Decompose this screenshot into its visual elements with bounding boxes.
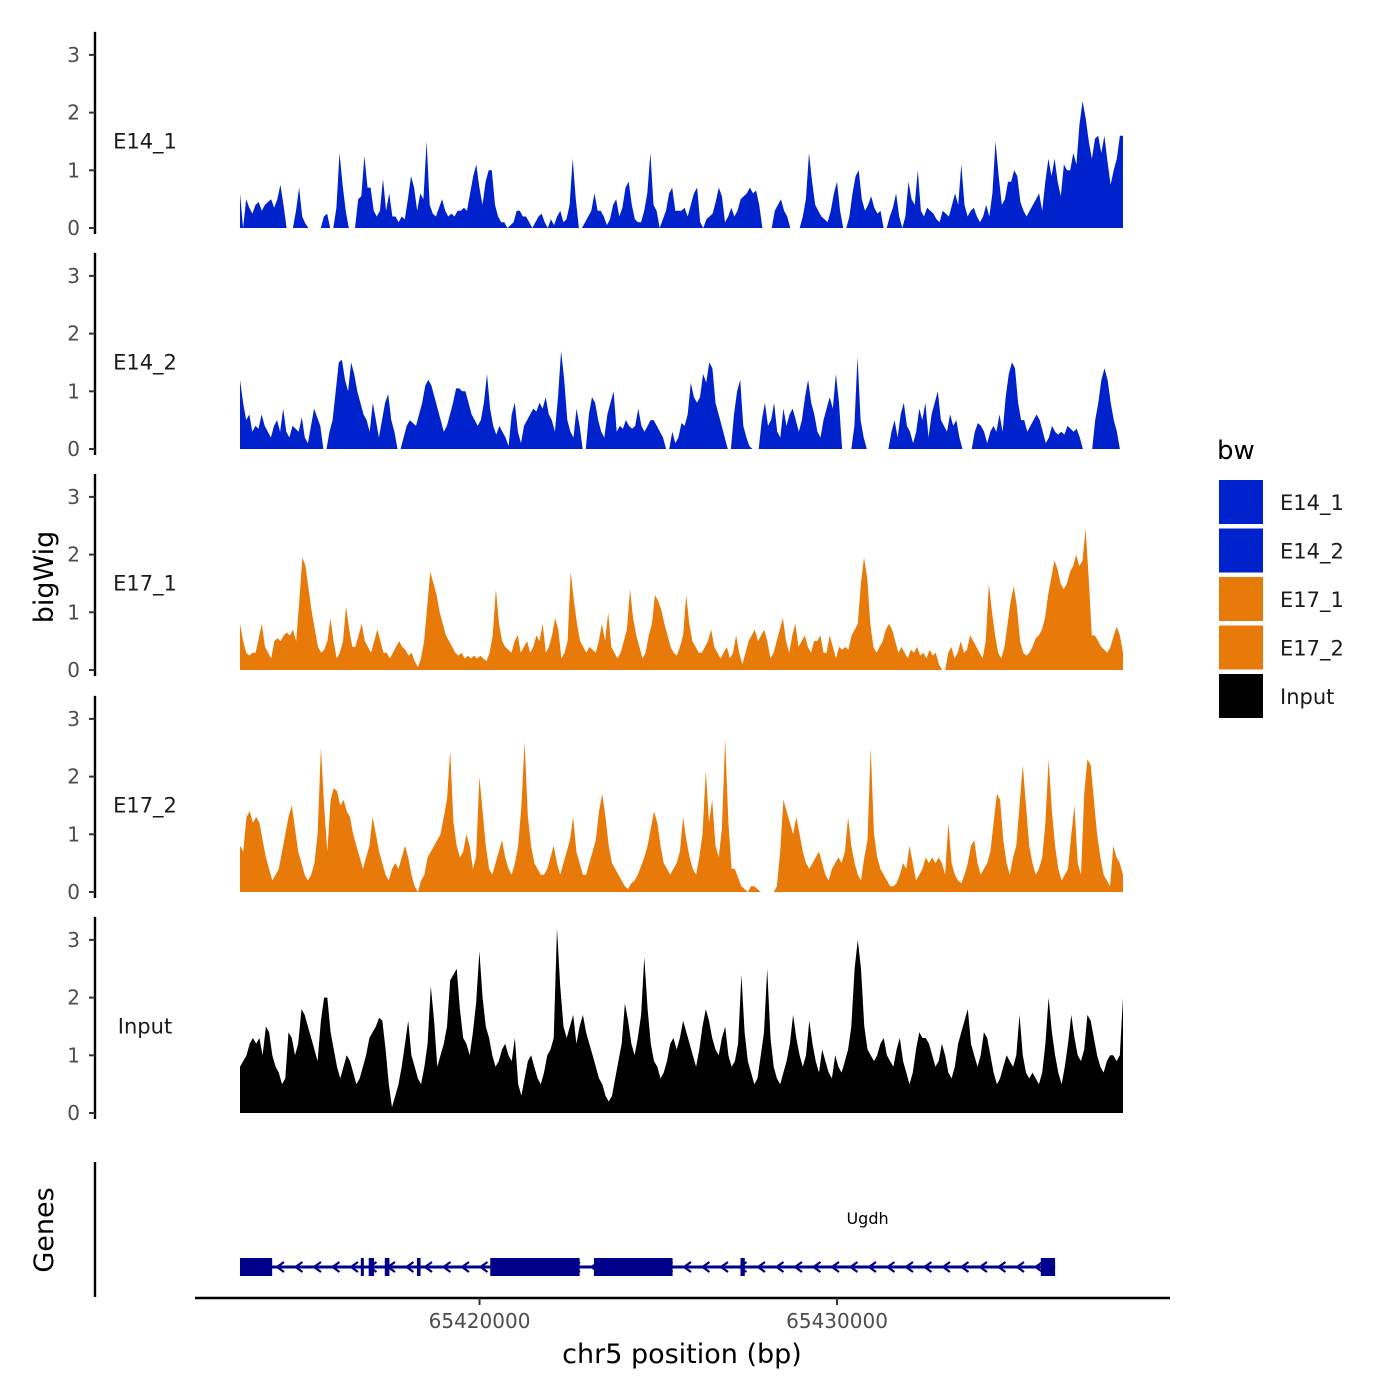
genes-track: Ugdh — [93, 1162, 1056, 1297]
strand-arrow — [404, 1261, 415, 1273]
strand-arrow — [312, 1261, 322, 1273]
y-tick-label: 1 — [67, 379, 80, 403]
track-input: 0 1 2 3 Input — [67, 916, 1123, 1125]
strand-arrow — [959, 1261, 970, 1273]
track-label: Input — [118, 1014, 172, 1038]
coverage-area-e14-1 — [240, 101, 1123, 228]
track-e14-1: 0 1 2 3 E14_1 — [67, 31, 1123, 240]
strand-arrow — [719, 1261, 729, 1273]
y-tick-label: 1 — [67, 822, 80, 846]
x-tick-label: 65420000 — [429, 1309, 531, 1333]
legend-key-e17-1 — [1219, 577, 1263, 621]
strand-arrow — [441, 1261, 452, 1273]
y-tick-label: 3 — [67, 485, 80, 509]
coverage-area-e17-1 — [240, 528, 1123, 670]
x-axis-title: chr5 position (bp) — [562, 1339, 802, 1370]
strand-arrow — [478, 1261, 489, 1273]
strand-arrow — [867, 1261, 877, 1273]
track-e14-2: 0 1 2 3 E14_2 — [67, 252, 1123, 461]
y-tick-label: 1 — [67, 1043, 80, 1067]
gene-exon — [360, 1258, 364, 1276]
y-tick-label: 3 — [67, 928, 80, 952]
y-tick-label: 2 — [67, 543, 80, 567]
gene-exon — [593, 1258, 673, 1276]
strand-arrow — [885, 1261, 896, 1273]
strand-arrow — [275, 1261, 285, 1273]
y-tick-label: 0 — [67, 658, 80, 682]
legend-label: Input — [1280, 685, 1334, 709]
y-tick-label: 0 — [67, 1101, 80, 1125]
strand-arrow — [349, 1261, 359, 1273]
strand-arrow — [774, 1261, 785, 1273]
track-e17-2: 0 1 2 3 E17_2 — [67, 695, 1123, 904]
y-tick-label: 2 — [67, 986, 80, 1010]
y-tick-label: 0 — [67, 437, 80, 461]
strand-arrow — [700, 1261, 711, 1273]
y-tick-label: 2 — [67, 101, 80, 125]
y-tick-label: 3 — [67, 707, 80, 731]
strand-arrow — [978, 1261, 988, 1273]
genes-track-title: Genes — [29, 1187, 60, 1272]
strand-arrow — [848, 1261, 859, 1273]
track-label: E14_2 — [113, 350, 177, 375]
y-tick-label: 3 — [67, 264, 80, 288]
coverage-area-e17-2 — [240, 739, 1123, 892]
strand-arrow — [1015, 1261, 1025, 1273]
gene-exon — [240, 1258, 273, 1276]
legend-key-e14-2 — [1219, 528, 1263, 573]
strand-arrow — [996, 1261, 1007, 1273]
x-axis: 65420000 65430000 — [195, 1296, 1170, 1333]
track-label: E14_1 — [113, 129, 177, 154]
y-axis-title: bigWig — [29, 531, 60, 624]
coverage-area-e14-2 — [240, 350, 1123, 449]
strand-arrow — [904, 1261, 914, 1273]
y-tick-label: 3 — [67, 43, 80, 67]
gene-exon — [490, 1258, 580, 1276]
coverage-area-input — [240, 928, 1123, 1113]
y-tick-label: 0 — [67, 216, 80, 240]
legend-key-e17-2 — [1219, 625, 1263, 670]
legend-label: E14_2 — [1280, 540, 1344, 565]
legend-label: E17_2 — [1280, 637, 1344, 662]
gene-name-label: Ugdh — [846, 1209, 888, 1228]
legend-title: bw — [1217, 436, 1255, 466]
strand-arrow — [941, 1261, 951, 1273]
y-tick-label: 1 — [67, 600, 80, 624]
y-tick-label: 2 — [67, 322, 80, 346]
strand-arrow — [756, 1261, 766, 1273]
gene-exon — [368, 1258, 375, 1276]
track-e17-1: 0 1 2 3 E17_1 — [67, 473, 1123, 682]
strand-arrow — [423, 1261, 433, 1273]
strand-arrow — [330, 1261, 341, 1273]
gene-exon — [740, 1258, 745, 1276]
strand-arrow — [793, 1261, 803, 1273]
bigwig-tracks: 0 1 2 3 E14_1 0 1 2 3 E14_2 0 1 2 3 E17_1 0 1 2 3 E17_2 0 1 2 3… — [67, 31, 1123, 1125]
legend-key-e14-1 — [1219, 480, 1263, 524]
strand-arrow — [682, 1261, 692, 1273]
legend: bw E14_1 E14_2 E17_1 E17_2 Input — [1217, 436, 1344, 718]
strand-arrow — [811, 1261, 822, 1273]
gene-exon — [416, 1258, 421, 1276]
x-tick-label: 65430000 — [786, 1309, 888, 1333]
y-tick-label: 1 — [67, 158, 80, 182]
gene-exon — [1040, 1258, 1056, 1276]
track-label: E17_1 — [113, 571, 177, 596]
legend-label: E14_1 — [1280, 491, 1344, 516]
y-tick-label: 2 — [67, 765, 80, 789]
strand-arrow — [922, 1261, 933, 1273]
strand-arrow — [830, 1261, 840, 1273]
legend-key-input — [1219, 674, 1263, 718]
track-label: E17_2 — [113, 793, 177, 818]
strand-arrow — [460, 1261, 470, 1273]
y-tick-label: 0 — [67, 880, 80, 904]
gene-exon — [384, 1258, 390, 1276]
legend-label: E17_1 — [1280, 588, 1344, 613]
strand-arrow — [1033, 1261, 1044, 1273]
strand-arrow — [293, 1261, 304, 1273]
